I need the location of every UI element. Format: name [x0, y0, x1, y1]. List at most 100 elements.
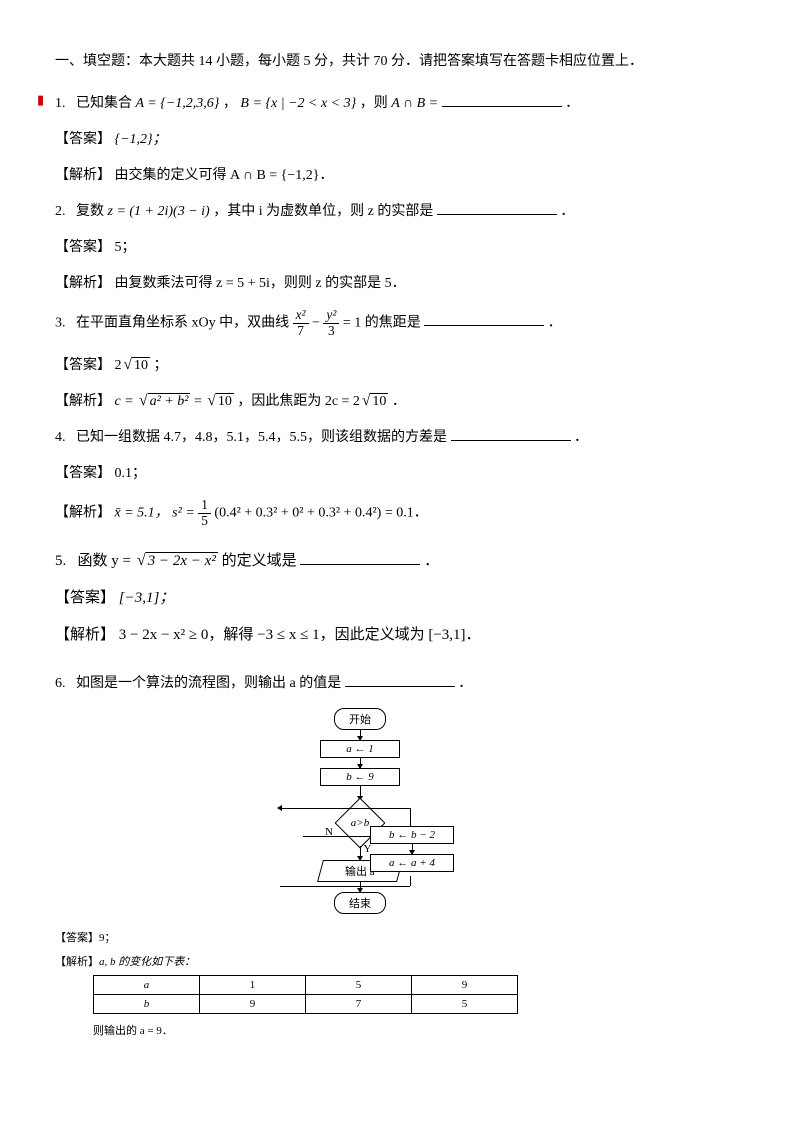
- cell: 1: [200, 975, 306, 994]
- q4-period: ．: [574, 430, 588, 445]
- minus: −: [312, 315, 323, 330]
- q1-pre: 已知集合: [76, 96, 136, 111]
- cell: 5: [306, 975, 412, 994]
- q2-z: z = (1 + 2i)(3 − i): [108, 204, 210, 219]
- num: y²: [323, 308, 339, 324]
- q5-num: 5.: [55, 553, 66, 569]
- exp-pre: c =: [115, 394, 138, 409]
- exp-label: 【解析】: [55, 394, 111, 409]
- cell: 9: [200, 994, 306, 1013]
- q1-sep1: ，: [223, 96, 237, 111]
- q5-after: 的定义域是: [222, 553, 297, 569]
- sqrt-icon: 10: [360, 392, 388, 410]
- q4-text: 已知一组数据 4.7，4.8，5.1，5.4，5.5，则该组数据的方差是: [76, 430, 447, 445]
- den: 7: [293, 324, 309, 339]
- ans-val: 5；: [115, 240, 136, 255]
- num: 1: [198, 498, 211, 514]
- q6-explain-pre: 【解析】a, b 的变化如下表：: [55, 953, 738, 969]
- cell: 9: [412, 975, 518, 994]
- eq1: = 1: [343, 315, 361, 330]
- q3-period: ．: [548, 315, 562, 330]
- frac-1-5: 1 5: [198, 498, 211, 528]
- flowchart: 开始 a ← 1 b ← 9 a>b Y 输出 a 结束 N b ← b − 2: [235, 708, 485, 914]
- q6-period: ．: [458, 676, 472, 691]
- q6-explain-post: 则输出的 a = 9．: [93, 1022, 738, 1038]
- fc-start: 开始: [334, 708, 386, 730]
- q3-after: 的焦距是: [365, 315, 421, 330]
- exp-text: 由交集的定义可得 A ∩ B = {−1,2}．: [115, 168, 334, 183]
- fc-bm2: b ← b − 2: [370, 826, 454, 844]
- trace-table: a 1 5 9 b 9 7 5: [93, 975, 518, 1014]
- lbl: a ← 1: [346, 743, 374, 755]
- q3-num: 3.: [55, 315, 66, 330]
- table-row: b 9 7 5: [94, 994, 518, 1013]
- blank-field[interactable]: [442, 92, 562, 107]
- question-3: 3. 在平面直角坐标系 xOy 中，双曲线 x² 7 − y² 3 = 1 的焦…: [55, 308, 738, 338]
- q2-answer: 【答案】 5；: [55, 236, 738, 256]
- sqrt-body: 10: [370, 393, 388, 409]
- q2-mid: ，其中 i 为虚数单位，则 z 的实部是: [213, 204, 433, 219]
- cell: 7: [306, 994, 412, 1013]
- question-4: 4. 已知一组数据 4.7，4.8，5.1，5.4，5.5，则该组数据的方差是 …: [55, 426, 738, 446]
- lbl: a ← a + 4: [389, 857, 435, 869]
- lbl: b ← 9: [346, 771, 374, 783]
- ans-post: ；: [153, 358, 167, 373]
- ans-pre: 2: [115, 358, 122, 373]
- ans-label: 【答案】: [55, 132, 111, 147]
- blank-field[interactable]: [451, 426, 571, 441]
- q5-period: ．: [424, 553, 439, 569]
- ans-label: 【答案】: [55, 590, 115, 606]
- q6-text: 如图是一个算法的流程图，则输出 a 的值是: [76, 676, 341, 691]
- exp-text: 3 − 2x − x² ≥ 0，解得 −3 ≤ x ≤ 1，因此定义域为 [−3…: [119, 627, 481, 643]
- exp-label: 【解析】: [55, 276, 111, 291]
- exp-label: 【解析】: [55, 168, 111, 183]
- q5-answer: 【答案】 [−3,1]；: [55, 586, 738, 607]
- q1-B: B = {x | −2 < x < 3}: [240, 96, 356, 111]
- question-5: 5. 函数 y = 3 − 2x − x² 的定义域是 ．: [55, 549, 738, 570]
- q1-num: 1.: [55, 96, 66, 111]
- q2-num: 2.: [55, 204, 66, 219]
- sqrt-body: 10: [132, 357, 150, 373]
- den: 5: [198, 514, 211, 529]
- q1-AB: A ∩ B =: [391, 96, 441, 111]
- sqrt-body: 3 − 2x − x²: [146, 552, 218, 569]
- cell: a: [94, 975, 200, 994]
- cell: b: [94, 994, 200, 1013]
- den: 3: [323, 324, 339, 339]
- line-icon: [410, 808, 411, 826]
- cell: 5: [412, 994, 518, 1013]
- blank-field[interactable]: [345, 672, 455, 687]
- q3-answer: 【答案】 210 ；: [55, 354, 738, 374]
- sqrt-icon: 10: [122, 356, 150, 374]
- arrow-down-icon: [360, 730, 361, 740]
- question-6: 6. 如图是一个算法的流程图，则输出 a 的值是 ．: [55, 672, 738, 692]
- fc-b9: b ← 9: [320, 768, 400, 786]
- exp-label: 【解析】: [55, 506, 111, 521]
- arrow-left-icon: [277, 805, 282, 811]
- q1-explain: 【解析】 由交集的定义可得 A ∩ B = {−1,2}．: [55, 164, 738, 184]
- exp-s2pre: s² =: [172, 506, 198, 521]
- sqrt-icon: 3 − 2x − x²: [135, 550, 218, 570]
- sqrt-icon: a² + b²: [137, 392, 190, 410]
- question-2: 2. 复数 z = (1 + 2i)(3 − i) ，其中 i 为虚数单位，则 …: [55, 200, 738, 220]
- q3-pre: 在平面直角坐标系 xOy 中，双曲线: [76, 315, 293, 330]
- line-icon: [280, 886, 410, 887]
- exp-text: 由复数乘法可得 z = 5 + 5i，则则 z 的实部是 5．: [115, 276, 406, 291]
- lbl: b ← b − 2: [389, 829, 435, 841]
- sqrt-body: a² + b²: [148, 393, 191, 409]
- ans-label: 【答案】: [55, 466, 111, 481]
- line-icon: [410, 876, 411, 886]
- num: x²: [293, 308, 309, 324]
- q4-explain: 【解析】 x̄ = 5.1， s² = 1 5 (0.4² + 0.3² + 0…: [55, 498, 738, 528]
- exp-eq: =: [194, 394, 205, 409]
- lbl: a>b: [351, 817, 369, 829]
- fc-end: 结束: [334, 892, 386, 914]
- sqrt-icon: 10: [205, 392, 233, 410]
- blank-field[interactable]: [300, 550, 420, 565]
- exp-s2body: (0.4² + 0.3² + 0² + 0.3² + 0.4²) = 0.1．: [214, 506, 427, 521]
- q1-sep2: ，则: [360, 96, 392, 111]
- q2-period: ．: [560, 204, 574, 219]
- fc-a1: a ← 1: [320, 740, 400, 758]
- blank-field[interactable]: [437, 200, 557, 215]
- blank-field[interactable]: [424, 311, 544, 326]
